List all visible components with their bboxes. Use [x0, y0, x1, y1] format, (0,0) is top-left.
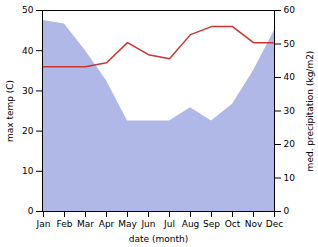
svg-text:10: 10 — [22, 166, 34, 176]
svg-text:20: 20 — [284, 139, 296, 149]
svg-text:Sep: Sep — [203, 219, 220, 229]
svg-text:30: 30 — [22, 86, 34, 96]
svg-text:60: 60 — [284, 5, 296, 15]
svg-text:10: 10 — [284, 173, 296, 183]
svg-text:Jul: Jul — [163, 219, 175, 229]
svg-text:Nov: Nov — [245, 219, 263, 229]
svg-text:40: 40 — [284, 72, 296, 82]
svg-text:Dec: Dec — [266, 219, 283, 229]
svg-text:0: 0 — [284, 206, 290, 216]
svg-text:0: 0 — [28, 206, 34, 216]
svg-text:20: 20 — [22, 126, 34, 136]
svg-text:med. precipitation (kg/m2): med. precipitation (kg/m2) — [305, 51, 315, 172]
svg-text:max temp (C): max temp (C) — [5, 80, 15, 142]
svg-text:Mar: Mar — [77, 219, 94, 229]
svg-text:Jun: Jun — [140, 219, 155, 229]
svg-text:Oct: Oct — [225, 219, 241, 229]
svg-text:Jan: Jan — [36, 219, 51, 229]
svg-text:40: 40 — [22, 46, 34, 56]
svg-text:May: May — [118, 219, 137, 229]
svg-text:date (month): date (month) — [129, 234, 188, 244]
svg-text:50: 50 — [22, 5, 34, 15]
svg-text:30: 30 — [284, 106, 296, 116]
svg-text:Apr: Apr — [99, 219, 115, 229]
svg-text:Feb: Feb — [57, 219, 73, 229]
svg-text:Aug: Aug — [182, 219, 200, 229]
svg-text:50: 50 — [284, 39, 296, 49]
